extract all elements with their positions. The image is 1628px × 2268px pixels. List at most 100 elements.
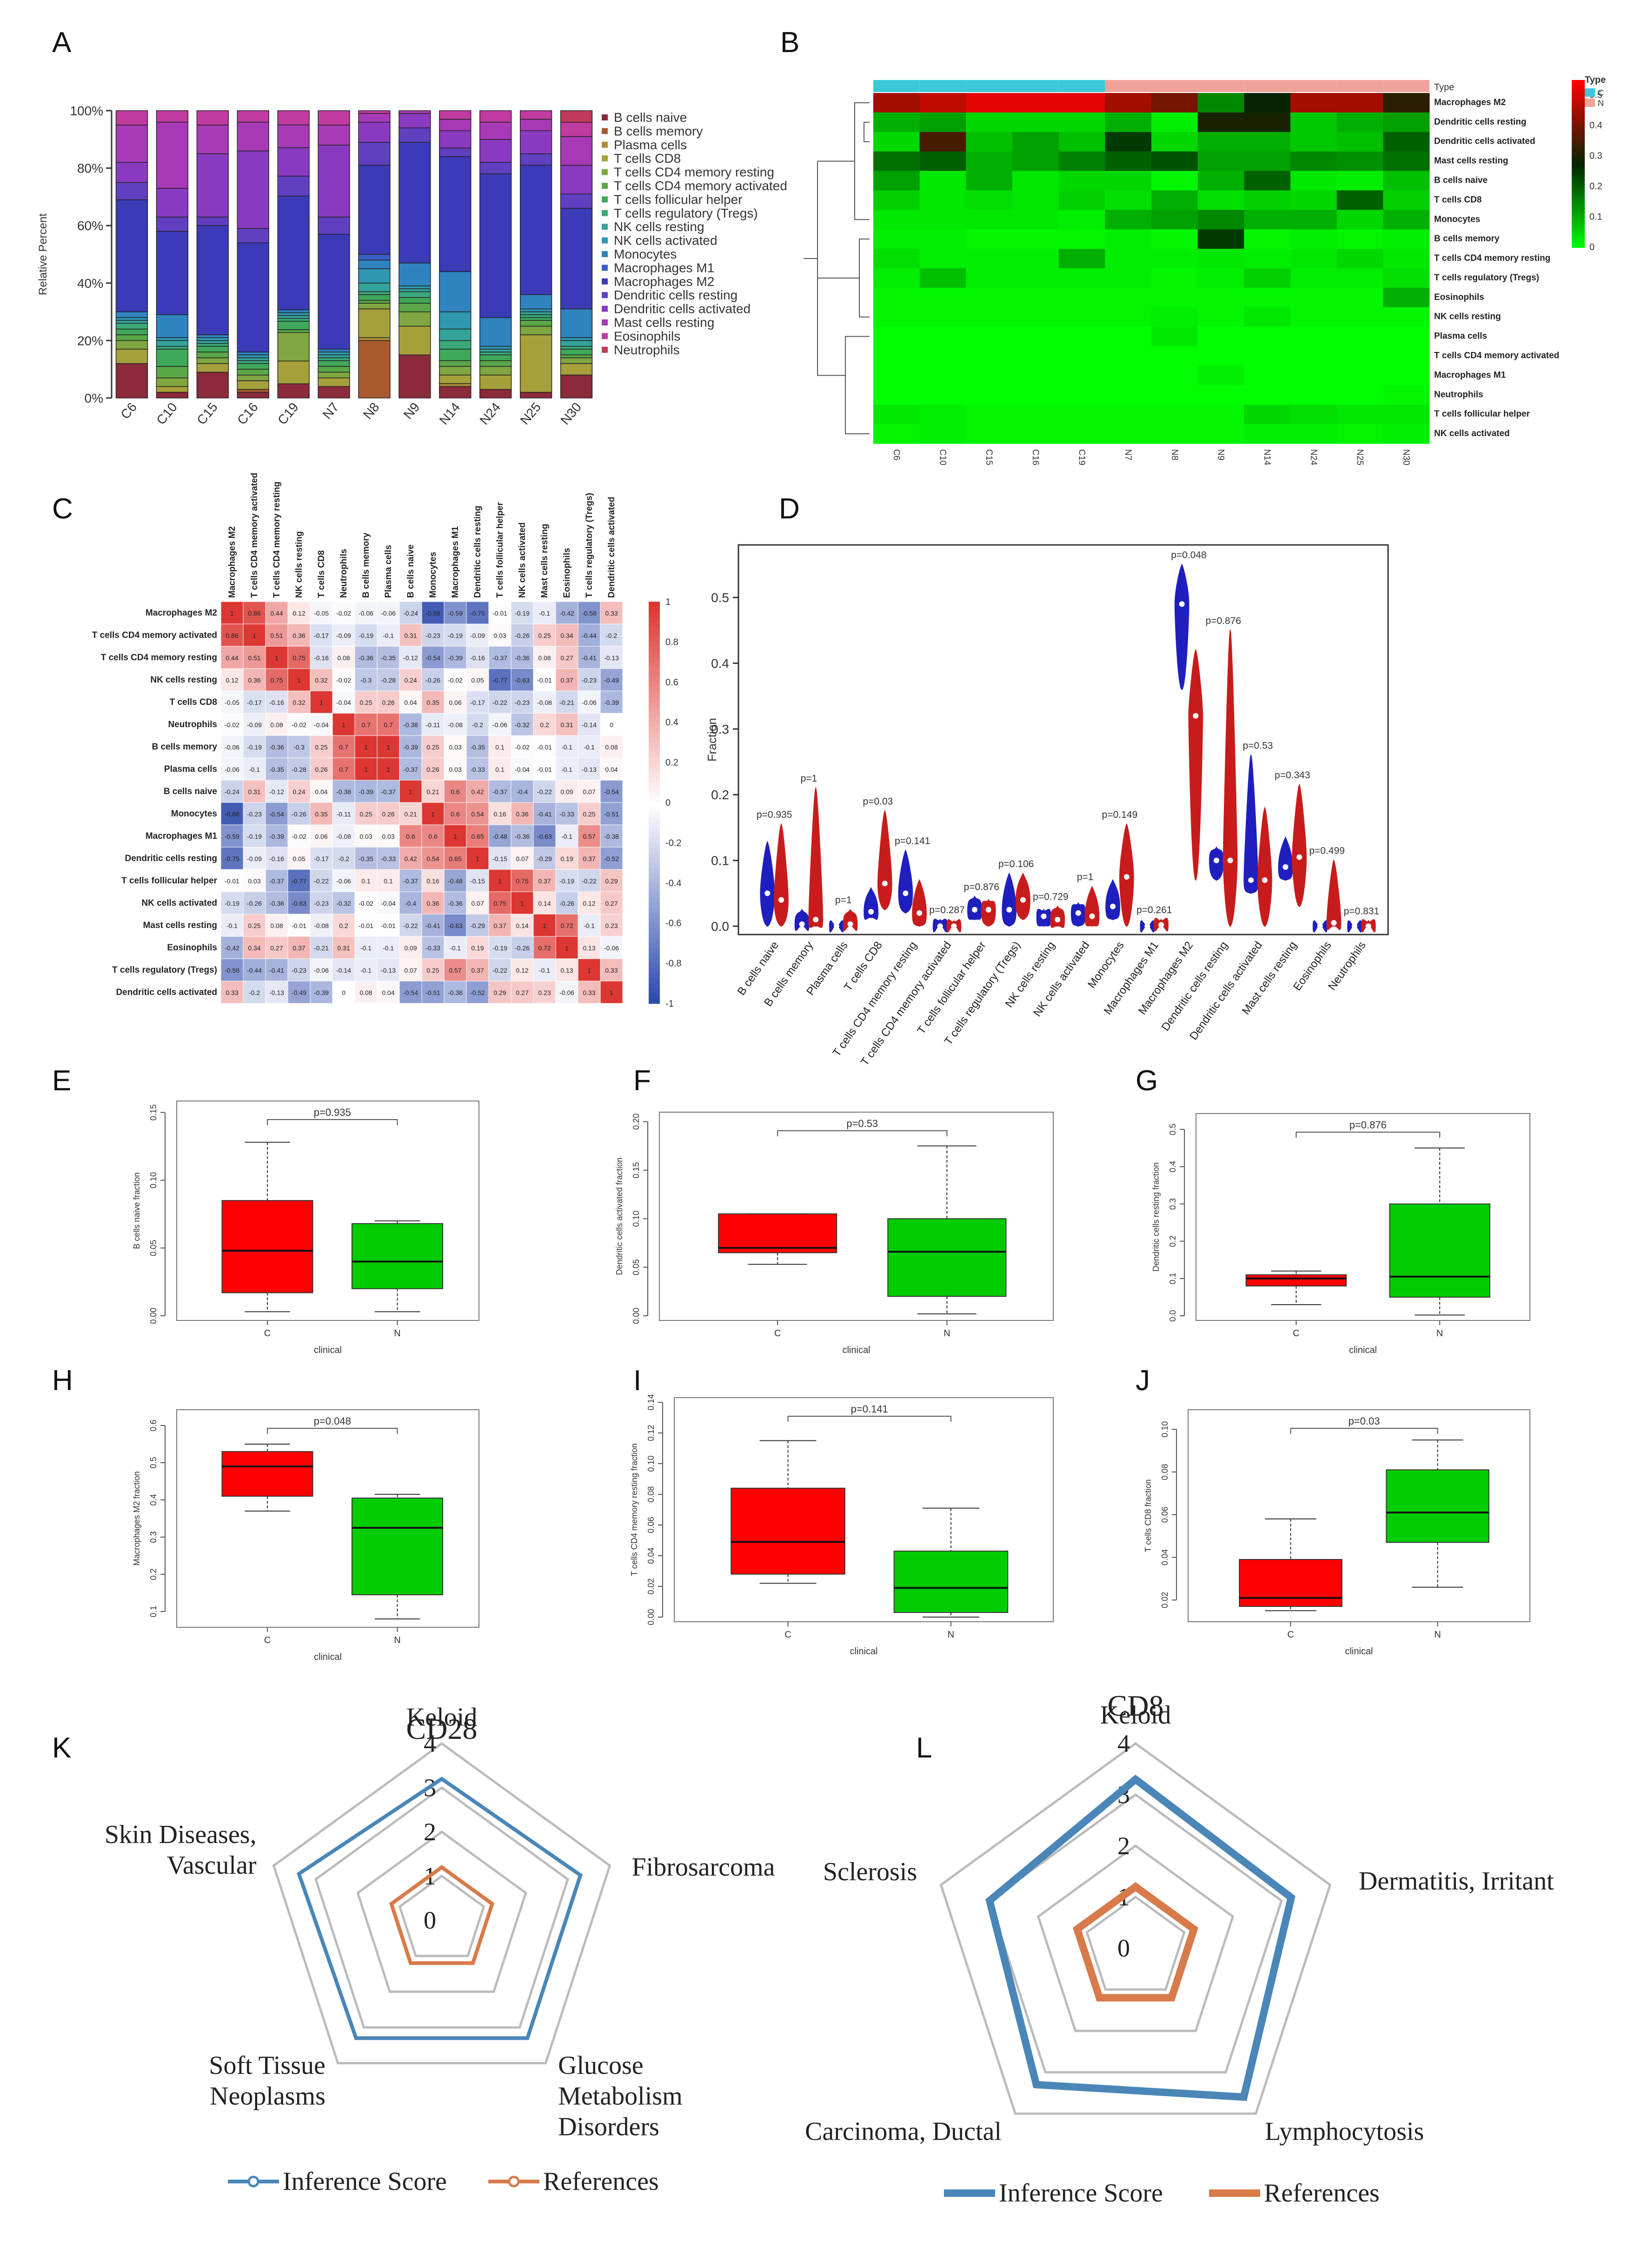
- panel-letter-C: C: [52, 493, 73, 525]
- x-tick-label: N: [394, 1635, 400, 1645]
- corr-value: -0.51: [425, 989, 440, 996]
- significance-bracket: [1296, 1132, 1441, 1138]
- heat-cell: [1058, 190, 1105, 210]
- corr-value: 0.42: [404, 855, 417, 862]
- scale-cell: [1572, 183, 1585, 186]
- heat-cell: [966, 190, 1013, 210]
- corr-value: -0.1: [226, 922, 238, 929]
- bar-segment: [439, 366, 472, 376]
- corr-value: -0.01: [492, 610, 507, 617]
- scale-cell: [1572, 180, 1585, 184]
- scale-cell: [649, 913, 660, 919]
- scale-tick: -0.4: [665, 878, 681, 889]
- box: [1386, 1469, 1489, 1543]
- heat-cell: [1012, 210, 1059, 230]
- violin-c: [1002, 872, 1017, 927]
- corr-value: 0.7: [339, 766, 348, 773]
- heat-cell: [919, 132, 966, 152]
- bar-segment: [358, 165, 391, 255]
- row-label: T cells CD8: [1434, 195, 1482, 205]
- scale-cell: [1572, 91, 1585, 94]
- bar-segment: [277, 195, 310, 311]
- scale-cell: [1572, 245, 1585, 248]
- heat-cell: [1151, 287, 1198, 308]
- median-dot: [1144, 923, 1150, 929]
- col-label: C16: [1030, 449, 1040, 465]
- corr-value: -0.17: [470, 699, 485, 706]
- corr-value: -0.04: [314, 721, 329, 729]
- bar-segment: [196, 225, 229, 335]
- heat-cell: [1151, 365, 1198, 385]
- scale-cell: [1572, 99, 1585, 103]
- corr-value: 0: [342, 989, 346, 996]
- p-value: p=1: [801, 773, 817, 784]
- y-tick-label: 0.15: [631, 1162, 641, 1178]
- scale-cell: [1572, 206, 1585, 209]
- scale-cell: [1572, 97, 1585, 100]
- corr-value: -0.06: [559, 989, 574, 996]
- bar-segment: [560, 374, 593, 398]
- scale-cell: [1572, 231, 1585, 234]
- heat-cell: [1058, 287, 1105, 308]
- heat-cell: [966, 424, 1013, 444]
- radar-title: CD28: [406, 1712, 478, 1745]
- bar-segment: [560, 363, 593, 376]
- panel-k: CD2801234KeloidFibrosarcomaGlucoseMetabo…: [105, 1703, 775, 2196]
- corr-value: 0.26: [426, 766, 439, 773]
- corr-cell: [488, 735, 512, 758]
- corr-value: 0.26: [382, 810, 394, 818]
- scale-tick: 0: [1589, 242, 1595, 252]
- p-value: p=0.935: [314, 1107, 351, 1118]
- box: [887, 1218, 1007, 1297]
- corr-cell: [466, 981, 489, 1004]
- violin-c: [1243, 754, 1259, 894]
- corr-value: -0.15: [470, 877, 485, 885]
- median-dot: [813, 916, 819, 922]
- row-label: Neutrophils: [1434, 390, 1483, 399]
- col-label: N24: [1309, 449, 1318, 465]
- corr-value: 0.25: [583, 810, 595, 818]
- corr-value: -0.02: [359, 900, 373, 907]
- bar-segment: [237, 357, 269, 361]
- legend-swatch: [602, 114, 608, 120]
- corr-value: -0.01: [381, 922, 396, 929]
- corr-cell: [399, 824, 422, 848]
- bar-segment: [318, 377, 350, 387]
- corr-value: 1: [431, 810, 435, 818]
- median-dot: [764, 890, 771, 896]
- heat-cell: [1151, 307, 1198, 327]
- scale-cell: [649, 837, 660, 843]
- corr-value: 0.04: [404, 699, 417, 706]
- scale-cell: [649, 687, 660, 693]
- heat-cell: [1105, 365, 1152, 385]
- x-tick-label: N30: [558, 400, 584, 427]
- bar-segment: [479, 121, 512, 140]
- corr-value: -0.13: [582, 766, 597, 773]
- bar-segment: [358, 142, 391, 166]
- scale-cell: [649, 928, 660, 934]
- radar-axis-label: Glucose: [558, 2051, 644, 2080]
- heat-cell: [1151, 385, 1198, 405]
- corr-cell: [533, 646, 556, 669]
- median-dot: [1158, 922, 1164, 928]
- heat-cell: [1012, 171, 1059, 191]
- heat-cell: [1336, 229, 1383, 249]
- heat-cell: [1012, 346, 1059, 366]
- scale-cell: [1572, 192, 1585, 195]
- violin-c: [794, 909, 810, 931]
- corr-value: 0.75: [516, 877, 528, 885]
- heat-cell: [1105, 229, 1152, 249]
- heat-cell: [1336, 326, 1383, 347]
- heat-cell: [1058, 385, 1105, 405]
- y-tick-label: 0.10: [1160, 1421, 1170, 1438]
- corr-cell: [243, 981, 266, 1004]
- corr-value: 1: [409, 788, 412, 796]
- corr-value: -0.77: [292, 877, 306, 885]
- bar-segment: [318, 349, 350, 352]
- corr-cell: [466, 735, 489, 758]
- corr-value: -0.06: [314, 967, 329, 974]
- heat-cell: [1336, 268, 1383, 288]
- heat-cell: [873, 326, 920, 347]
- corr-value: -0.3: [360, 676, 372, 684]
